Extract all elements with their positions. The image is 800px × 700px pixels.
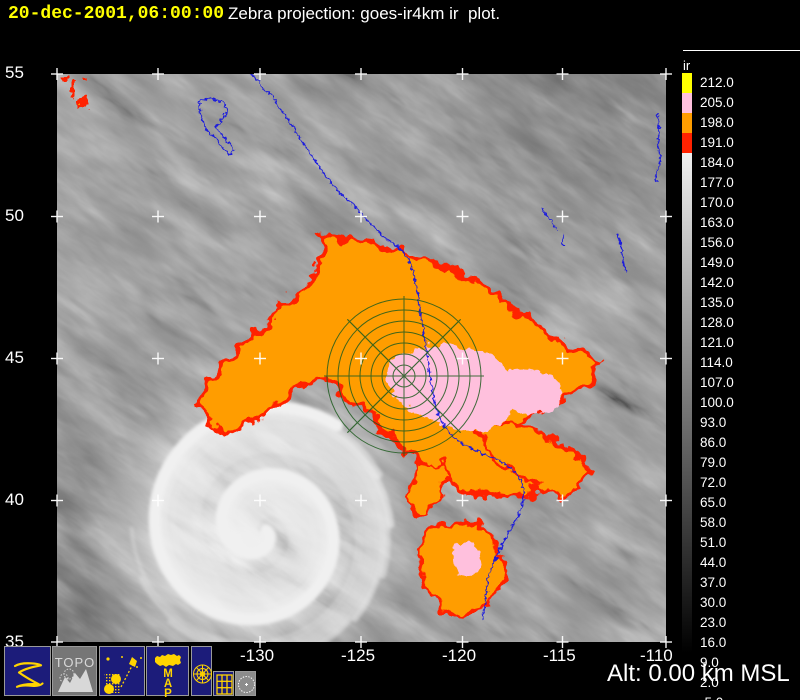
svg-text:P: P: [164, 688, 172, 697]
svg-text:TOPO: TOPO: [55, 655, 96, 670]
